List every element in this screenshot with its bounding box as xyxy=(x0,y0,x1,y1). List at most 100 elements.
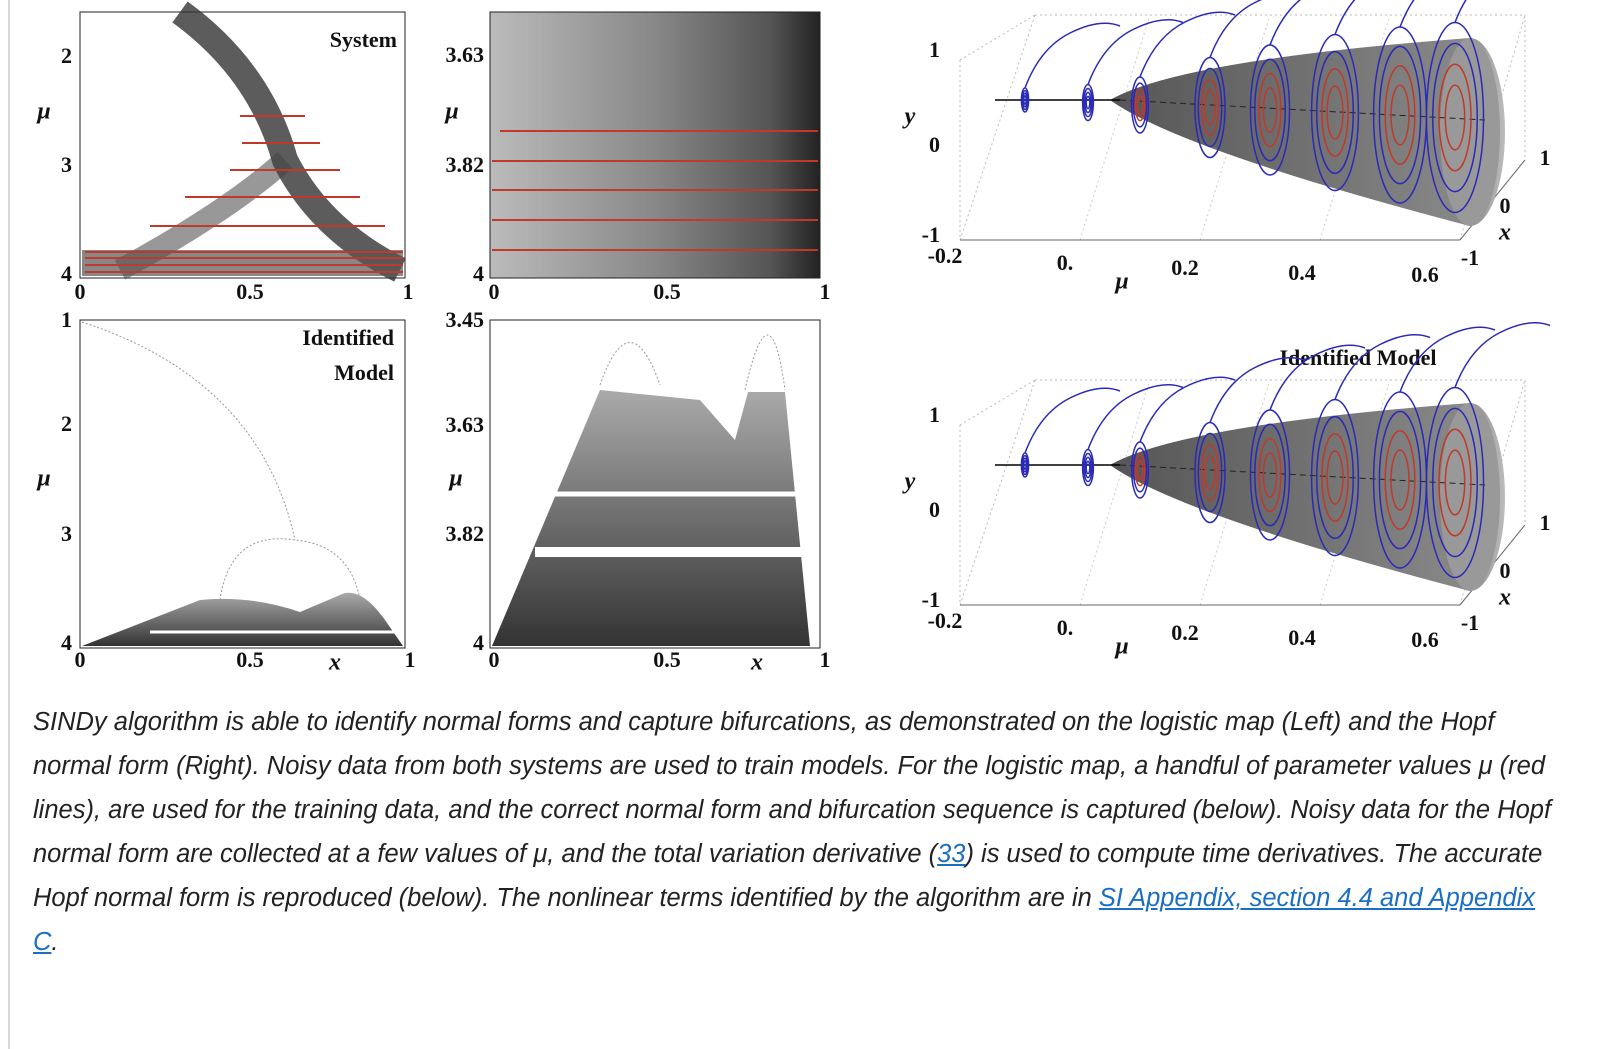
axis-box xyxy=(1459,379,1526,606)
y-label: μ xyxy=(35,466,50,492)
trajectory xyxy=(1204,454,1216,491)
reference-link[interactable]: 33 xyxy=(937,840,966,868)
y-tick-label: 3.82 xyxy=(446,152,485,177)
left-rule xyxy=(8,0,10,1049)
trajectory xyxy=(1134,88,1146,122)
grid-line xyxy=(1079,379,1151,606)
trajectory xyxy=(1432,407,1478,558)
trajectory xyxy=(1085,95,1091,110)
trajectory xyxy=(1444,84,1466,151)
y-tick-label: 4 xyxy=(473,261,484,286)
y-tick-label: 1 xyxy=(929,402,940,427)
trajectory xyxy=(1134,453,1146,487)
x-tick-label: 1 xyxy=(405,647,416,672)
x-tick-label: 1 xyxy=(820,279,831,304)
trajectory xyxy=(1432,42,1478,193)
band xyxy=(172,1,406,282)
y-tick-label: 4 xyxy=(61,630,72,655)
axis-box xyxy=(959,14,1036,241)
chaos-region xyxy=(492,390,810,646)
trajectory xyxy=(1084,91,1092,114)
trajectory xyxy=(1021,89,1029,111)
trajectory xyxy=(1454,321,1551,388)
caption-text: SINDy algorithm is able to identify norm… xyxy=(33,708,1552,868)
trajectory xyxy=(1083,452,1093,483)
trajectory xyxy=(1136,94,1144,116)
trajectory xyxy=(1454,0,1467,23)
mu-label: μ xyxy=(1113,634,1128,660)
panel-bottom-right: Identified Model y10-1-0.2 0. 0.2 0.4 0.6μ10… xyxy=(902,321,1551,660)
mu-tick-label: 0.2 xyxy=(1171,255,1199,280)
trajectory xyxy=(1204,89,1216,126)
x-label: x xyxy=(1498,585,1511,611)
mu-label: μ xyxy=(1113,269,1128,295)
trajectory xyxy=(1378,45,1422,185)
figure: System μ 2 3 4 0 0.5 1 μ 3.63 3.82 4 0 0… xyxy=(35,0,1551,676)
panel-top-middle: μ 3.63 3.82 4 0 0.5 1 xyxy=(443,11,831,304)
y-tick-label: 3.63 xyxy=(446,412,485,437)
mu-tick-label: -0.2 xyxy=(928,243,963,268)
trajectory xyxy=(1399,0,1415,28)
trajectory xyxy=(1326,85,1344,140)
branch xyxy=(599,334,786,391)
y-tick-label: 1 xyxy=(61,307,72,332)
grid-line xyxy=(1199,379,1271,606)
trajectory xyxy=(1321,433,1349,522)
trajectory xyxy=(1254,423,1286,527)
trajectory xyxy=(1200,78,1220,137)
x-tick-label: 0 xyxy=(1500,193,1511,218)
x-tick-label: 1 xyxy=(1540,145,1551,170)
x-tick-label: 0.5 xyxy=(236,279,264,304)
caption-text: ) is used to compute time derivatives. T… xyxy=(33,840,1543,912)
trajectory xyxy=(1384,429,1416,531)
trajectory xyxy=(1262,87,1278,133)
trajectory xyxy=(1269,0,1302,46)
mu-tick-label: 0. xyxy=(1057,615,1074,640)
x-tick-label: 0 xyxy=(489,279,500,304)
x-tick-label: 0.5 xyxy=(236,647,264,672)
grid-line xyxy=(1199,14,1271,241)
trajectory xyxy=(1132,447,1148,493)
trajectory xyxy=(1197,432,1223,513)
panel-bottom-left: Identified Model μ 1 2 3 4 0 0.5 1 x xyxy=(35,307,415,675)
x-tick-label: 0 xyxy=(1500,558,1511,583)
trajectory xyxy=(1024,22,1121,89)
cone xyxy=(1110,38,1505,226)
y-tick-label: 3.82 xyxy=(446,521,485,546)
y-tick-label: 4 xyxy=(473,630,484,655)
y-label: μ xyxy=(35,99,50,125)
grid-line xyxy=(1079,14,1151,241)
trajectory xyxy=(1269,344,1366,411)
trajectory xyxy=(1390,449,1410,511)
trajectory xyxy=(1022,92,1028,108)
trajectory xyxy=(1197,67,1223,148)
figure-caption: SINDy algorithm is able to identify norm… xyxy=(33,700,1553,964)
x-tick-label: 1 xyxy=(820,647,831,672)
appendix-link[interactable]: SI Appendix, section 4.4 and Appendix C xyxy=(33,884,1536,956)
panel-title: Model xyxy=(334,360,394,385)
trajectory xyxy=(1084,456,1092,479)
trajectory xyxy=(1139,376,1236,443)
y-tick-label: -1 xyxy=(922,222,940,247)
y-label: y xyxy=(902,469,916,495)
trajectory xyxy=(1087,383,1184,450)
trajectory xyxy=(1444,449,1466,516)
y-tick-label: 3.45 xyxy=(446,307,485,332)
axis-box xyxy=(1459,14,1526,241)
x-label: x xyxy=(1498,220,1511,246)
trajectory xyxy=(1023,95,1027,105)
y-label: μ xyxy=(447,466,462,492)
x-tick-label: 0 xyxy=(75,279,86,304)
x-tick-label: -1 xyxy=(1461,610,1479,635)
trajectory xyxy=(1083,87,1093,118)
x-label: x xyxy=(328,650,341,676)
mu-tick-label: 0. xyxy=(1057,250,1074,275)
y-label: y xyxy=(902,104,916,130)
trajectory xyxy=(1258,437,1282,513)
center-line xyxy=(1119,464,1486,486)
trajectory xyxy=(1022,457,1028,473)
y-tick-label: 2 xyxy=(61,43,72,68)
x-tick-label: 1 xyxy=(1540,510,1551,535)
trajectory xyxy=(1139,11,1236,78)
